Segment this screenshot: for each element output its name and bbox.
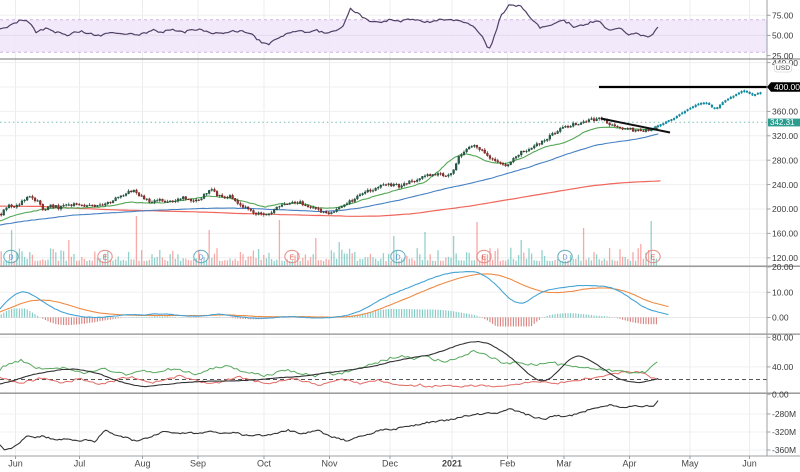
svg-text:Dec: Dec <box>382 458 399 468</box>
svg-text:25.00: 25.00 <box>772 51 794 61</box>
svg-text:Feb: Feb <box>500 458 516 468</box>
svg-text:10.00: 10.00 <box>772 288 794 298</box>
svg-text:D: D <box>8 254 13 261</box>
svg-text:240.00: 240.00 <box>772 180 798 190</box>
svg-text:0.00: 0.00 <box>772 390 789 400</box>
svg-text:D: D <box>562 254 567 261</box>
svg-text:320.00: 320.00 <box>772 131 798 141</box>
svg-text:-320M: -320M <box>772 427 796 437</box>
svg-text:E: E <box>482 254 487 261</box>
svg-text:-360M: -360M <box>772 445 796 455</box>
svg-text:E: E <box>103 254 108 261</box>
svg-text:400.00: 400.00 <box>774 82 800 92</box>
svg-text:E: E <box>651 254 656 261</box>
svg-text:D: D <box>395 254 400 261</box>
svg-text:USD: USD <box>776 65 790 72</box>
svg-text:May: May <box>681 458 699 468</box>
svg-text:200.00: 200.00 <box>772 204 798 214</box>
svg-text:Jul: Jul <box>74 458 86 468</box>
svg-text:Jun: Jun <box>8 458 23 468</box>
svg-text:50.00: 50.00 <box>772 31 794 41</box>
svg-text:80.00: 80.00 <box>772 333 794 343</box>
svg-text:360.00: 360.00 <box>772 107 798 117</box>
svg-text:Jun: Jun <box>742 458 757 468</box>
svg-text:40.00: 40.00 <box>772 362 794 372</box>
svg-text:0.00: 0.00 <box>772 313 789 323</box>
svg-text:75.00: 75.00 <box>772 11 794 21</box>
svg-text:160.00: 160.00 <box>772 229 798 239</box>
svg-text:Oct: Oct <box>257 458 272 468</box>
svg-text:-280M: -280M <box>772 409 796 419</box>
svg-text:20.00: 20.00 <box>772 262 794 272</box>
svg-text:2021: 2021 <box>442 458 462 468</box>
svg-text:Mar: Mar <box>556 458 572 468</box>
svg-text:Apr: Apr <box>622 458 636 468</box>
svg-text:342.31: 342.31 <box>770 118 795 127</box>
svg-text:280.00: 280.00 <box>772 155 798 165</box>
svg-text:Aug: Aug <box>134 458 150 468</box>
svg-text:E: E <box>290 254 295 261</box>
svg-text:120.00: 120.00 <box>772 253 798 263</box>
svg-text:Nov: Nov <box>321 458 338 468</box>
svg-text:Sep: Sep <box>190 458 206 468</box>
svg-text:D: D <box>198 254 203 261</box>
